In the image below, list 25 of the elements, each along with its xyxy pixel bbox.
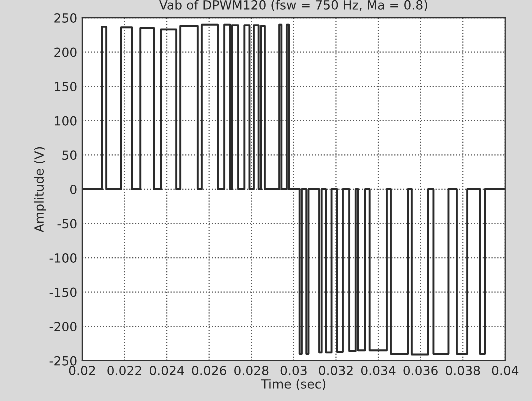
x-tick-label: 0.02 <box>69 366 96 376</box>
x-axis-title: Time (sec) <box>261 379 326 390</box>
y-tick-label: 100 <box>55 116 77 126</box>
y-tick-label: 0 <box>70 184 77 194</box>
y-tick-label: 50 <box>62 150 77 160</box>
y-tick-label: -150 <box>50 288 77 298</box>
y-tick-label: 200 <box>54 48 77 58</box>
x-tick-label: 0.022 <box>108 366 142 376</box>
y-tick-label: 250 <box>54 14 77 23</box>
x-tick-label: 0.036 <box>404 366 438 376</box>
y-tick-label: -100 <box>50 254 77 263</box>
x-tick-label: 0.026 <box>192 366 226 376</box>
x-tick-label: 0.04 <box>492 366 519 376</box>
x-tick-label: 0.024 <box>150 366 184 376</box>
x-tick-label: 0.038 <box>446 366 480 376</box>
x-tick-label: 0.034 <box>361 366 396 376</box>
y-tick-label: -200 <box>50 322 77 332</box>
y-tick-label: 150 <box>55 82 77 92</box>
y-tick-label: -50 <box>58 219 77 229</box>
chart-title: Vab of DPWM120 (fsw = 750 Hz, Ma = 0.8) <box>159 0 428 12</box>
x-tick-label: 0.028 <box>234 366 269 376</box>
y-tick-label: -250 <box>50 356 77 366</box>
x-tick-label: 0.03 <box>280 366 307 376</box>
x-tick-label: 0.032 <box>319 366 353 376</box>
y-axis-title: Amplitude (V) <box>34 147 46 233</box>
